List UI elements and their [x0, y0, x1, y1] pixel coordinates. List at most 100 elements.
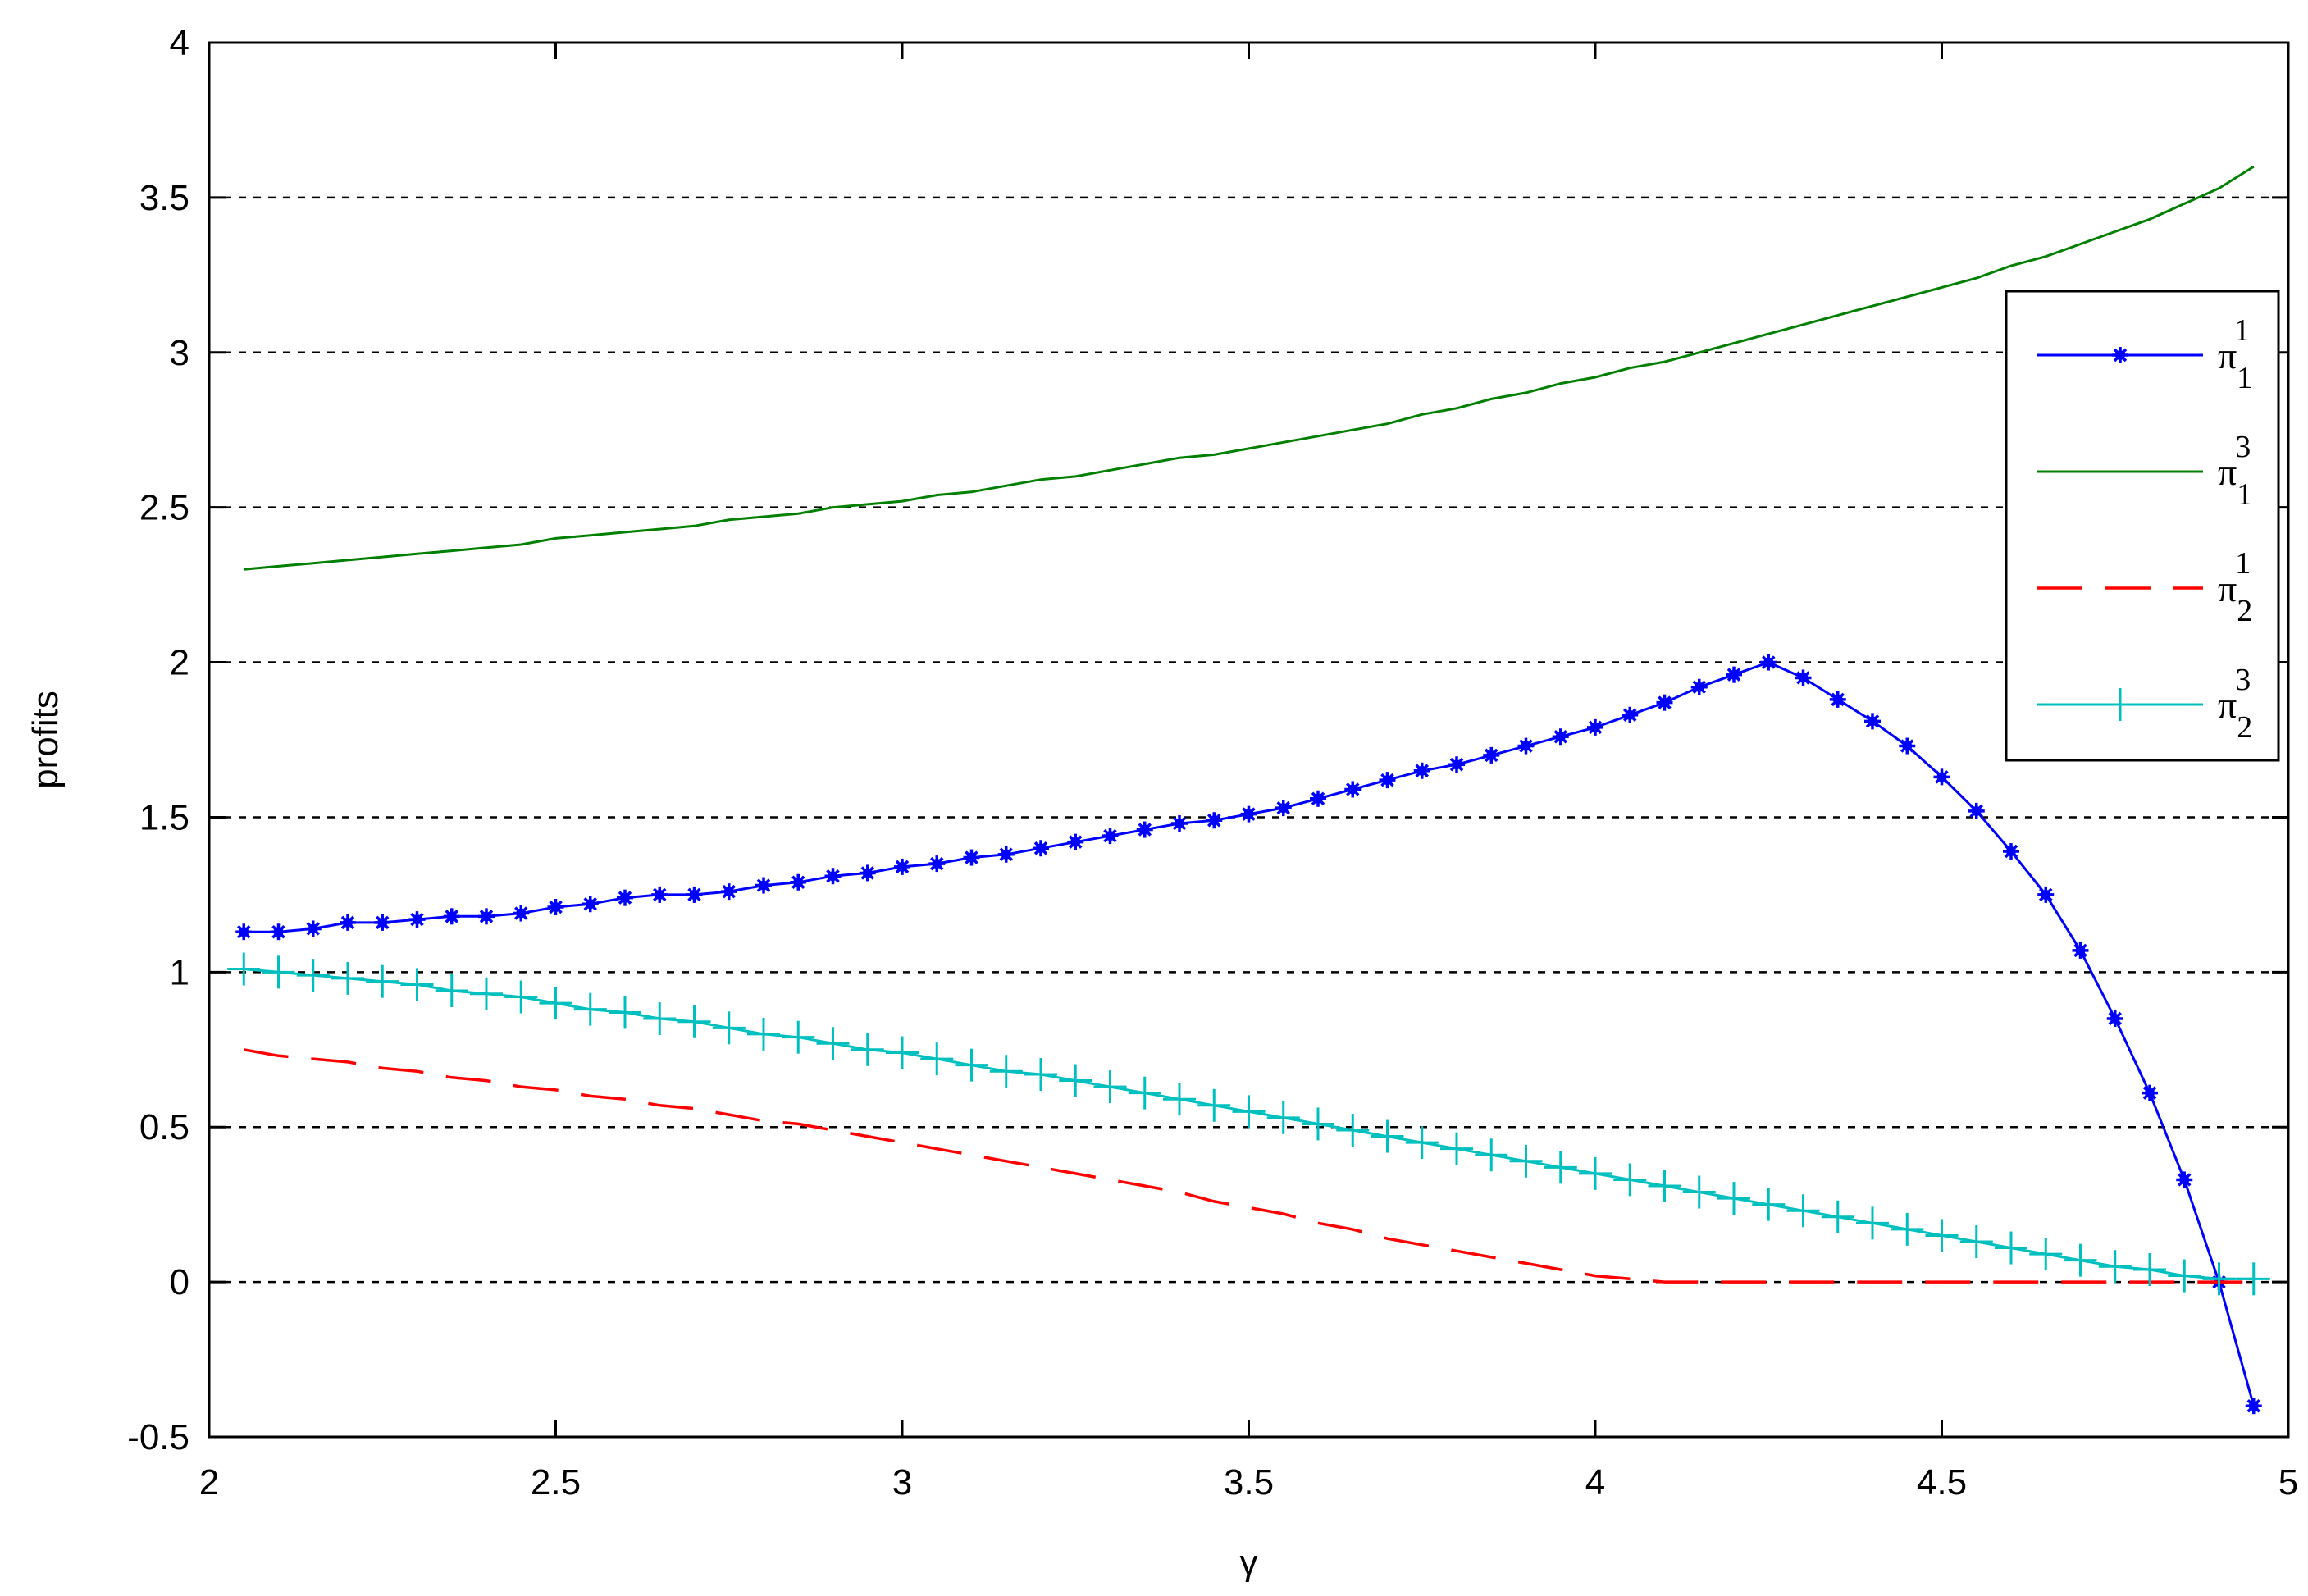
- series-4-point: [677, 1005, 711, 1038]
- series-4-point: [1752, 1188, 1786, 1221]
- series-1-point: [582, 896, 599, 913]
- y-tick-label: 3.5: [139, 178, 189, 218]
- series-1-point: [2245, 1398, 2262, 1415]
- tick-labels: -0.5 0 0.5 1 1.5 2 2.5 3 3.5 4 2 2.5 3 3.5 4 4.5 5: [127, 23, 2298, 1503]
- series-4-point: [1475, 1138, 1508, 1172]
- series-4-point: [1717, 1182, 1750, 1215]
- series-4-point: [1440, 1132, 1473, 1165]
- series-4-point: [1059, 1064, 1092, 1097]
- series-4-point: [1266, 1101, 1300, 1134]
- series-1-point: [1171, 815, 1188, 832]
- series-4-point: [366, 964, 399, 998]
- x-axis-label: γ: [1240, 1543, 1258, 1583]
- series-4-point: [1891, 1212, 1924, 1246]
- series-1-point: [1033, 840, 1049, 857]
- series-4-point: [851, 1033, 884, 1066]
- series-4-point: [1648, 1170, 1681, 1202]
- series-1-point: [513, 905, 530, 922]
- series-1-point: [1483, 746, 1500, 764]
- y-axis-label: profits: [25, 691, 66, 789]
- series-1-point: [1379, 772, 1396, 789]
- series-1-point: [1240, 805, 1257, 823]
- legend-marker-4: [2104, 688, 2137, 721]
- series-4-point: [1579, 1156, 1612, 1190]
- series-4-point: [573, 992, 607, 1026]
- series-4-point: [2168, 1259, 2201, 1293]
- x-tick-label: 4.5: [1917, 1462, 1967, 1503]
- legend-box: [2005, 290, 2280, 762]
- legend-label-2: π13: [2218, 430, 2252, 512]
- series-4-point: [435, 974, 468, 1007]
- series-1-point: [2037, 886, 2055, 903]
- y-tick-label: 0: [170, 1262, 189, 1302]
- y-tick-label: -0.5: [127, 1417, 189, 1457]
- series-4-point: [712, 1011, 746, 1045]
- series-1-point: [1448, 756, 1465, 773]
- series-4-point: [1821, 1200, 1854, 1233]
- legend-label-3: π21: [2218, 546, 2252, 628]
- series-1-point: [1968, 802, 1985, 819]
- y-tick-label: 4: [170, 23, 189, 63]
- series-4-point: [1544, 1151, 1577, 1184]
- y-tick-label: 3: [170, 333, 189, 373]
- series-1-point: [1344, 781, 1362, 798]
- series-1-point: [340, 914, 356, 931]
- series-4-point: [2098, 1250, 2132, 1284]
- series-4-point: [1613, 1163, 1647, 1197]
- series-1-point: [235, 923, 253, 941]
- series-1-point: [1136, 821, 1153, 838]
- y-tick-label: 0.5: [139, 1107, 189, 1147]
- series-4-point: [747, 1017, 780, 1051]
- series-4-point: [470, 977, 503, 1010]
- series-1-point: [1622, 706, 1639, 723]
- series-1-point: [1102, 828, 1119, 845]
- series-1-point: [1206, 812, 1223, 829]
- series-1-point: [2176, 1171, 2193, 1188]
- series-1-point: [720, 883, 737, 901]
- legend-label-1: π11: [2218, 313, 2251, 395]
- series-4-point: [1925, 1219, 1959, 1252]
- x-tick-label: 4: [1585, 1462, 1605, 1503]
- series-1-point: [1864, 713, 1881, 730]
- y-tick-label: 1.5: [139, 797, 189, 837]
- series-1-point: [928, 855, 946, 873]
- series-1-point: [374, 914, 391, 931]
- series-1-point: [894, 858, 910, 875]
- series-1-point: [790, 873, 807, 891]
- series-4-point: [227, 952, 261, 986]
- series-1-point: [1656, 694, 1673, 711]
- series-4-point: [1302, 1107, 1334, 1141]
- series-1-point: [1899, 737, 1916, 755]
- series-1-point: [270, 923, 287, 941]
- series-4-point: [331, 961, 364, 995]
- legend-marker-1: [2112, 347, 2128, 363]
- series-1-point: [1552, 728, 1569, 746]
- series-4-point: [1405, 1126, 1439, 1160]
- series-1-point: [1587, 718, 1603, 736]
- series-2-line: [244, 165, 2255, 571]
- x-tick-label: 2.5: [531, 1462, 581, 1503]
- series-4-point: [816, 1027, 850, 1060]
- series-1-point: [547, 899, 564, 915]
- series-4-point: [2064, 1243, 2097, 1277]
- series-4-point: [400, 968, 434, 1001]
- series-1-point: [408, 911, 426, 928]
- series-1-point: [686, 886, 703, 903]
- series-4-point: [989, 1055, 1023, 1088]
- y-tick-label: 2: [170, 643, 189, 683]
- series-1-point: [1690, 678, 1708, 695]
- series-1-point: [2106, 1010, 2123, 1027]
- series-4-point: [955, 1048, 988, 1082]
- series-4-point: [1336, 1114, 1370, 1147]
- series-1-point: [824, 868, 842, 885]
- x-tick-label: 5: [2278, 1462, 2298, 1503]
- series-4-point: [1995, 1231, 2027, 1265]
- series-4-point: [1959, 1225, 1993, 1258]
- series-4-point: [920, 1042, 954, 1076]
- series-4-point: [609, 996, 641, 1029]
- series-1-point: [651, 886, 668, 903]
- series-4-point: [1232, 1095, 1266, 1129]
- series-1-point: [1413, 762, 1430, 779]
- series-1-point: [755, 877, 772, 894]
